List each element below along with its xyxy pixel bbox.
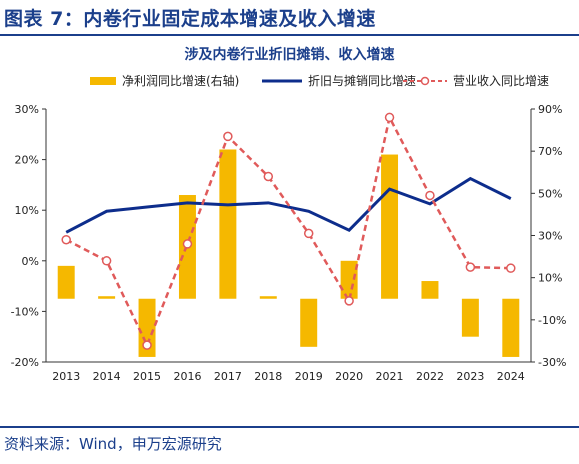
bar-net-profit bbox=[381, 154, 399, 299]
x-tick-label: 2015 bbox=[133, 370, 161, 383]
legend-bar-swatch bbox=[90, 76, 116, 85]
bar-net-profit bbox=[340, 260, 358, 299]
legend-label-revenue: 营业收入同比增速 bbox=[453, 74, 550, 88]
x-tick-label: 2020 bbox=[335, 370, 363, 383]
point-revenue bbox=[506, 263, 516, 273]
point-revenue bbox=[384, 112, 395, 123]
left-tick-label: -20% bbox=[11, 356, 39, 369]
right-tick-label: 90% bbox=[538, 103, 562, 116]
figure-title: 图表 7：内卷行业固定成本增速及收入增速 bbox=[4, 8, 376, 30]
x-tick-label: 2023 bbox=[456, 370, 484, 383]
legend-solid-line-swatch bbox=[262, 79, 302, 82]
right-tick-label: 10% bbox=[538, 272, 562, 285]
point-revenue bbox=[344, 296, 354, 306]
bar-net-profit bbox=[259, 296, 277, 299]
x-tick-label: 2022 bbox=[416, 370, 444, 383]
point-revenue bbox=[465, 262, 476, 272]
x-tick-label: 2024 bbox=[497, 370, 525, 383]
legend-dashed-line-swatch bbox=[403, 76, 447, 85]
chart-plot: 30% 20% 10% 0% -10% -20% 90% 70% 50% 30% 10% -10% -3… bbox=[11, 103, 567, 383]
x-tick-label: 2017 bbox=[214, 370, 242, 383]
legend-label-depreciation: 折旧与摊销同比增速 bbox=[308, 74, 417, 88]
right-tick-label: 70% bbox=[538, 145, 562, 158]
source-rule bbox=[0, 426, 579, 428]
left-tick-label: 20% bbox=[15, 154, 39, 167]
bar-net-profit bbox=[421, 281, 439, 299]
point-revenue bbox=[223, 131, 233, 142]
left-tick-label: 10% bbox=[15, 204, 39, 217]
source-note: 资料来源：Wind，申万宏源研究 bbox=[4, 435, 222, 453]
legend-item-depreciation: 折旧与摊销同比增速 bbox=[262, 72, 416, 89]
x-tick-label: 2019 bbox=[295, 370, 323, 383]
left-tick-label: 0% bbox=[22, 255, 39, 268]
bar-net-profit bbox=[461, 298, 479, 337]
left-tick-label: -10% bbox=[11, 305, 39, 318]
point-revenue bbox=[182, 239, 193, 249]
right-tick-label: -10% bbox=[538, 314, 566, 327]
x-tick-label: 2014 bbox=[93, 370, 121, 383]
x-tick-label: 2021 bbox=[376, 370, 404, 383]
bar-net-profit bbox=[138, 298, 156, 357]
x-tick-label: 2013 bbox=[52, 370, 80, 383]
legend-item-revenue: 营业收入同比增速 bbox=[403, 72, 549, 89]
legend-item-bar: 净利润同比增速(右轴) bbox=[90, 72, 239, 89]
bar-net-profit bbox=[300, 298, 318, 347]
right-tick-label: -30% bbox=[538, 356, 566, 369]
x-tick-label: 2016 bbox=[173, 370, 201, 383]
x-tick-label: 2018 bbox=[254, 370, 282, 383]
point-revenue bbox=[425, 190, 435, 201]
legend-label-bar: 净利润同比增速(右轴) bbox=[122, 74, 240, 88]
line-depreciation bbox=[65, 176, 512, 234]
right-tick-label: 30% bbox=[538, 230, 562, 243]
chart-legend: 净利润同比增速(右轴) 折旧与摊销同比增速 营业收入同比增速 bbox=[0, 72, 579, 92]
bar-net-profit bbox=[98, 296, 116, 299]
chart-title: 涉及内卷行业折旧摊销、收入增速 bbox=[184, 47, 395, 63]
line-revenue bbox=[65, 113, 511, 349]
point-revenue bbox=[303, 228, 314, 239]
right-tick-label: 50% bbox=[538, 187, 562, 200]
point-revenue bbox=[263, 171, 274, 182]
point-revenue bbox=[61, 234, 71, 245]
bar-net-profit bbox=[502, 298, 520, 357]
left-tick-label: 30% bbox=[15, 103, 39, 116]
point-revenue bbox=[142, 340, 152, 350]
point-revenue bbox=[101, 256, 112, 266]
title-rule bbox=[0, 34, 579, 36]
bar-net-profit bbox=[57, 265, 75, 299]
bar-net-profit bbox=[219, 149, 237, 299]
